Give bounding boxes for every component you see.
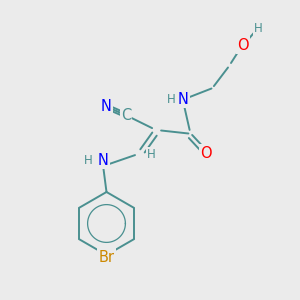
Text: H: H xyxy=(254,22,262,35)
Text: N: N xyxy=(98,153,109,168)
Text: H: H xyxy=(167,92,176,106)
Text: O: O xyxy=(237,38,249,52)
Text: C: C xyxy=(121,108,131,123)
Text: N: N xyxy=(178,92,188,106)
Text: H: H xyxy=(146,148,155,161)
Text: Br: Br xyxy=(98,250,115,265)
Text: N: N xyxy=(101,99,112,114)
Text: H: H xyxy=(83,154,92,167)
Text: O: O xyxy=(200,146,211,160)
